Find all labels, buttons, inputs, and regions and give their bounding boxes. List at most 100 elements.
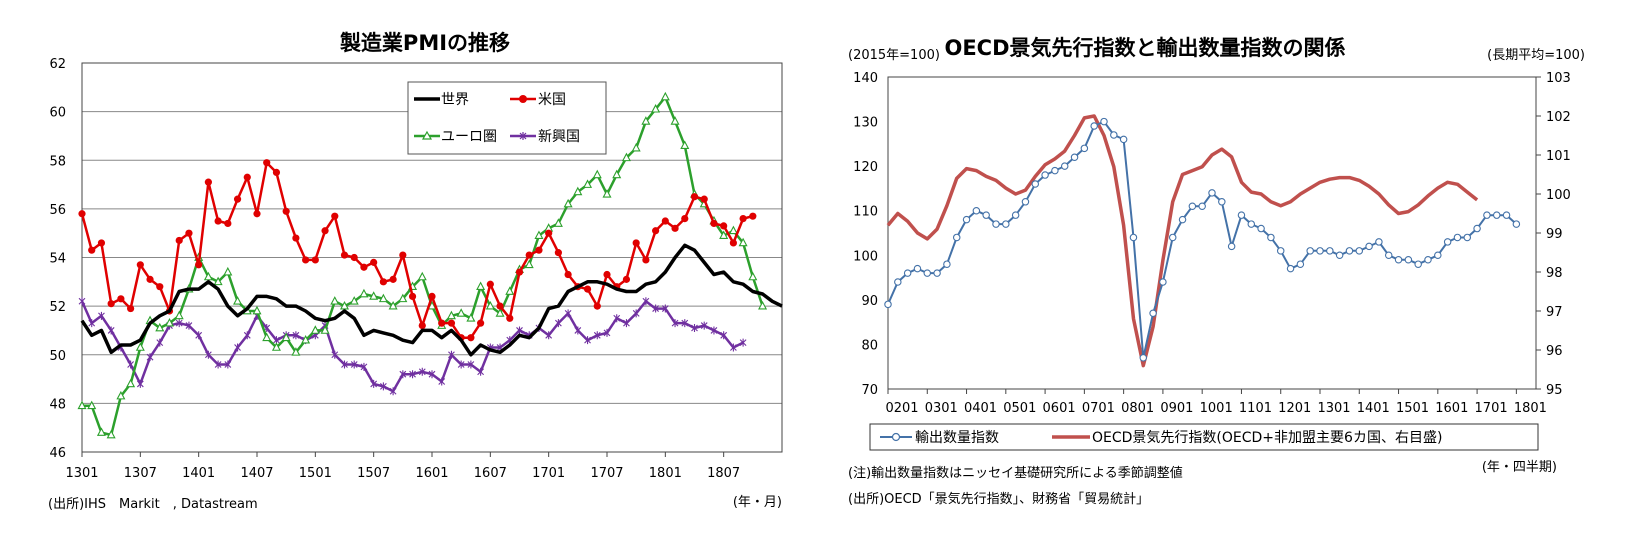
data-point-euro	[369, 291, 379, 300]
data-point-euro	[135, 342, 145, 351]
data-point-emerging	[457, 360, 465, 369]
data-point-euro	[728, 225, 738, 235]
right-left-y-tick-labels: 70 80 90 100 110 120 130 140	[853, 71, 878, 398]
data-point-euro	[563, 198, 573, 208]
data-point-us	[515, 268, 524, 276]
right-left-y-tick-label: 110	[853, 205, 878, 220]
data-point-export	[1208, 189, 1216, 197]
legend-label-emerging: 新興国	[538, 129, 580, 145]
data-point-emerging	[175, 319, 183, 328]
data-point-emerging	[370, 379, 378, 388]
data-point-euro	[573, 186, 583, 196]
legend-label-oecd: OECD景気先行指数(OECD+非加盟主要6カ国、右目盛)	[1092, 430, 1442, 446]
data-point-euro	[349, 296, 359, 305]
data-point-euro	[621, 152, 631, 162]
data-point-export	[1345, 247, 1354, 255]
data-point-emerging	[632, 309, 640, 318]
data-point-euro	[446, 310, 456, 320]
data-point-export	[982, 211, 990, 219]
data-point-emerging	[564, 309, 572, 318]
data-point-emerging	[593, 331, 601, 340]
data-point-us	[545, 229, 553, 237]
right-left-y-tick-label: 90	[861, 294, 878, 309]
data-point-emerging	[341, 360, 348, 369]
data-point-euro	[738, 237, 748, 247]
data-point-us	[399, 251, 407, 259]
data-point-us	[233, 195, 242, 203]
data-point-us	[243, 173, 251, 181]
left-y-tick-label: 46	[49, 446, 66, 461]
data-point-us	[127, 304, 135, 313]
right-x-tick-label: 1401	[1357, 401, 1390, 416]
data-point-us	[408, 292, 417, 300]
left-y-tick-label: 56	[49, 203, 66, 218]
data-point-emerging	[700, 321, 708, 330]
left-x-tick-label: 1301	[65, 466, 98, 481]
data-point-us	[661, 217, 669, 225]
data-point-export	[884, 300, 892, 309]
left-x-tick-label: 1707	[590, 466, 623, 481]
legend-marker-us	[519, 95, 527, 103]
right-chart-title: OECD景気先行指数と輸出数量指数の関係	[944, 36, 1345, 60]
data-point-us	[447, 319, 456, 327]
data-point-export	[1355, 247, 1364, 255]
data-point-us	[340, 251, 349, 259]
right-x-tick-label: 0801	[1121, 401, 1154, 416]
data-point-us	[535, 246, 543, 254]
data-point-emerging	[691, 324, 698, 333]
data-point-us	[185, 229, 193, 237]
data-point-export	[1218, 198, 1226, 206]
data-point-euro	[310, 325, 320, 334]
data-point-emerging	[603, 328, 611, 337]
data-point-export	[1316, 247, 1324, 255]
data-point-export	[1257, 224, 1265, 233]
data-point-export	[923, 269, 932, 277]
left-x-tick-labels: 1301 1307 1401 1407 1501 1507 1601 1607 1701 1707…	[65, 452, 740, 481]
data-point-euro	[476, 281, 486, 291]
data-point-emerging	[739, 338, 747, 347]
data-point-us	[710, 219, 718, 228]
data-point-export	[1414, 260, 1422, 268]
data-point-euro	[466, 313, 476, 322]
data-point-us	[749, 212, 757, 220]
right-note-2: (出所)OECD「景気先行指数」、財務省「貿易統計」	[848, 491, 1149, 507]
data-point-euro	[87, 400, 97, 410]
data-point-euro	[495, 308, 505, 317]
right-left-y-tick-label: 140	[853, 71, 878, 86]
data-point-export	[1286, 264, 1295, 273]
left-y-tick-labels: 46 48 50 52 54 56 58 60 62	[49, 57, 66, 461]
data-point-export	[1129, 233, 1138, 242]
data-point-emerging	[448, 350, 455, 359]
data-point-emerging	[710, 326, 718, 335]
data-point-export	[1306, 247, 1314, 255]
data-point-us	[146, 275, 154, 283]
right-left-y-tick-label: 80	[861, 338, 878, 353]
left-y-tick-label: 54	[49, 252, 66, 267]
right-right-y-tick-label: 99	[1546, 227, 1563, 242]
data-point-export	[1326, 247, 1334, 255]
right-right-y-tick-label: 102	[1546, 110, 1571, 125]
data-point-emerging	[350, 360, 358, 369]
data-point-euro	[719, 230, 729, 239]
data-point-us	[593, 302, 601, 310]
data-point-euro	[388, 300, 398, 310]
data-point-export	[1463, 233, 1472, 242]
data-point-euro	[417, 271, 427, 281]
left-series-lines	[77, 91, 783, 439]
right-x-tick-label: 1601	[1435, 401, 1468, 416]
right-right-y-tick-label: 98	[1546, 266, 1563, 281]
right-x-tick-label: 0901	[1160, 401, 1193, 416]
data-point-euro	[398, 293, 408, 303]
right-right-axis-unit: (長期平均=100)	[1487, 48, 1585, 63]
data-point-export	[1227, 242, 1236, 251]
data-point-export	[1041, 171, 1049, 179]
data-point-euro	[330, 296, 340, 305]
legend-label-us: 米国	[538, 92, 566, 108]
right-x-tick-label: 1701	[1475, 401, 1508, 416]
data-point-us	[253, 210, 261, 218]
data-point-export	[1139, 354, 1148, 362]
data-point-us	[720, 222, 728, 230]
right-chart-oecd: OECD景気先行指数と輸出数量指数の関係 (2015年=100) (長期平均=1…	[848, 36, 1585, 507]
data-point-export	[1267, 233, 1275, 242]
data-point-euro	[271, 342, 281, 351]
